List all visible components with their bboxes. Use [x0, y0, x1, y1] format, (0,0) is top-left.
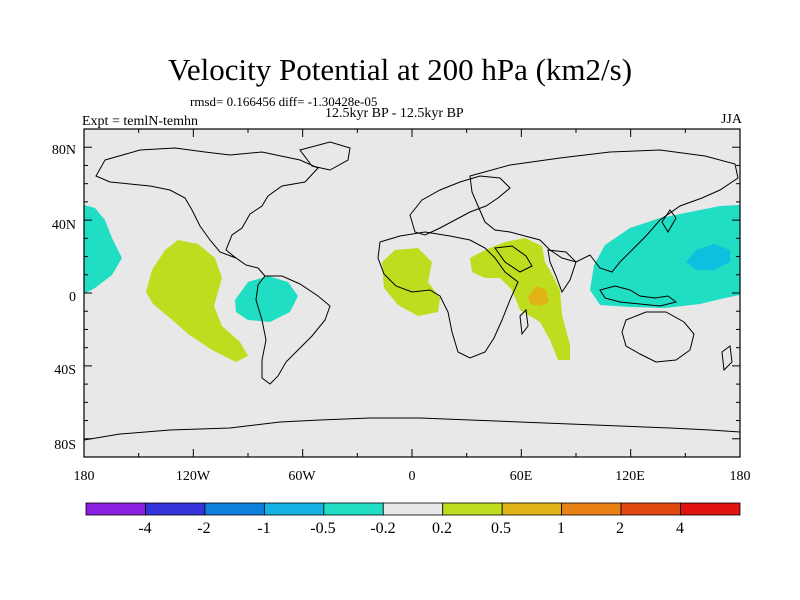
- colorbar-label: -0.2: [370, 520, 395, 537]
- coastline-north-america: [95, 147, 319, 266]
- colorbar-swatch: [85, 502, 146, 516]
- colorbar-swatch: [680, 502, 741, 516]
- colorbar-label: -0.5: [310, 520, 335, 537]
- coastline-madagascar: [519, 308, 529, 336]
- colorbar-label: 1: [557, 520, 565, 537]
- colorbar-swatch: [442, 502, 503, 516]
- coastline-arabia: [494, 245, 533, 273]
- axis-ticks: [83, 128, 741, 458]
- colorbar-swatch: [501, 502, 563, 516]
- colorbar-swatch: [145, 502, 206, 516]
- y-tick-label: 0: [69, 290, 76, 305]
- x-tick-label: 0: [409, 469, 416, 484]
- coastline-indonesia: [599, 285, 678, 307]
- colorbar-swatch: [382, 502, 444, 516]
- colorbar-swatch: [204, 502, 265, 516]
- stats-label: rmsd= 0.166456 diff= -1.30428e-05: [190, 94, 378, 109]
- colorbar-swatch: [323, 502, 384, 516]
- coastline-australia: [621, 311, 695, 363]
- x-tick-label: 60W: [288, 469, 316, 484]
- colorbar-label: 0.5: [491, 520, 511, 537]
- colorbar-swatch: [620, 502, 681, 516]
- coastline-africa: [377, 231, 519, 359]
- contour-fill-west-pacific-negative: [590, 205, 740, 308]
- colorbar-swatch: [561, 502, 622, 516]
- coastline-greenland: [299, 141, 351, 171]
- colorbar-swatch: [263, 502, 325, 516]
- contour-fill-east-africa-core: [528, 286, 549, 306]
- coastline-japan: [661, 209, 677, 233]
- y-axis-labels: 80N 40N 0 40S 80S: [52, 143, 76, 453]
- colorbar-label: -4: [138, 520, 151, 537]
- coastline-asia: [469, 149, 739, 273]
- x-axis-labels: 180 120W 60W 0 60E 120E 180: [74, 469, 751, 484]
- season-label: JJA: [720, 112, 742, 127]
- x-tick-label: 120E: [615, 469, 645, 484]
- y-tick-label: 40S: [54, 363, 76, 378]
- x-tick-label: 60E: [510, 469, 533, 484]
- contour-fill-east-pacific-negative: [84, 205, 122, 294]
- contour-fill-south-america-negative: [235, 276, 298, 322]
- colorbar-label: 4: [676, 520, 684, 537]
- map-title: Velocity Potential at 200 hPa (km2/s): [167, 52, 633, 87]
- colorbar-label: 2: [616, 520, 624, 537]
- colorbar-labels: -4 -2 -1 -0.5 -0.2 0.2 0.5 1 2 4: [138, 520, 684, 537]
- contour-fill-africa-arabia-positive: [470, 238, 570, 360]
- colorbar-label: -2: [197, 520, 210, 537]
- coastline-south-america: [255, 275, 331, 385]
- y-tick-label: 40N: [52, 218, 76, 233]
- colorbar-label: -1: [257, 520, 270, 537]
- subtitle-label: 12.5kyr BP - 12.5kyr BP: [325, 106, 464, 121]
- contour-fill-africa-west-positive: [382, 248, 440, 316]
- y-tick-label: 80S: [54, 438, 76, 453]
- x-tick-label: 180: [74, 469, 95, 484]
- experiment-label: Expt = temlN-temhn: [82, 114, 198, 129]
- coastlines: [83, 141, 741, 441]
- coastline-antarctica: [83, 417, 741, 441]
- x-tick-label: 120W: [176, 469, 211, 484]
- colorbar-label: 0.2: [432, 520, 452, 537]
- colorbar: [85, 502, 741, 516]
- contour-fills: [84, 205, 740, 362]
- coastline-india: [547, 249, 577, 294]
- y-tick-label: 80N: [52, 143, 76, 158]
- x-tick-label: 180: [730, 469, 751, 484]
- contour-fill-west-pacific-core: [686, 244, 730, 270]
- coastline-central-america: [245, 264, 266, 277]
- coastline-new-zealand: [721, 345, 733, 372]
- contour-fill-central-pacific-positive: [146, 240, 248, 362]
